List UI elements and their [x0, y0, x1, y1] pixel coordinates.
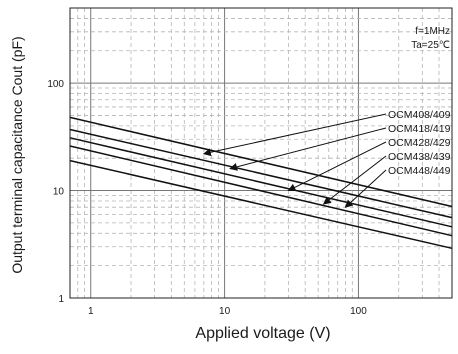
condition-label: Ta=25℃ [411, 40, 450, 51]
condition-label: f=1MHz [415, 26, 450, 37]
tick-layer: 1 10 100 1 10 100 [47, 79, 367, 317]
series-line [69, 159, 453, 250]
x-tick-label: 1 [88, 306, 94, 317]
series-line [69, 116, 453, 208]
series-line [69, 128, 453, 219]
series-label: OCM448/449 [388, 165, 451, 177]
series-line [69, 145, 453, 237]
plot-frame [69, 7, 453, 299]
series-label: OCM428/429 [388, 137, 451, 149]
series-label: OCM408/409 [388, 109, 451, 121]
y-tick-label: 100 [47, 79, 64, 90]
y-tick-label: 10 [53, 187, 65, 198]
x-tick-label: 100 [350, 306, 367, 317]
series-layer [69, 116, 453, 250]
series-label: OCM438/439 [388, 151, 451, 163]
callout-arrow [344, 169, 387, 208]
callout-arrow [287, 141, 387, 192]
series-label: OCM418/419 [388, 123, 451, 135]
callout-layer: OCM408/409 OCM418/419 OCM428/429 OCM438/439… [202, 109, 451, 208]
callout-arrow [322, 155, 387, 205]
series-line [69, 137, 453, 228]
callout-arrow [229, 127, 387, 171]
x-axis-title: Applied voltage (V) [195, 325, 330, 342]
x-tick-label: 10 [219, 306, 231, 317]
y-axis-title: Output terminal capacitance Cout (pF) [9, 36, 25, 273]
callout-arrow [202, 113, 387, 157]
y-tick-label: 1 [58, 294, 64, 305]
condition-layer: f=1MHz Ta=25℃ [411, 26, 450, 51]
